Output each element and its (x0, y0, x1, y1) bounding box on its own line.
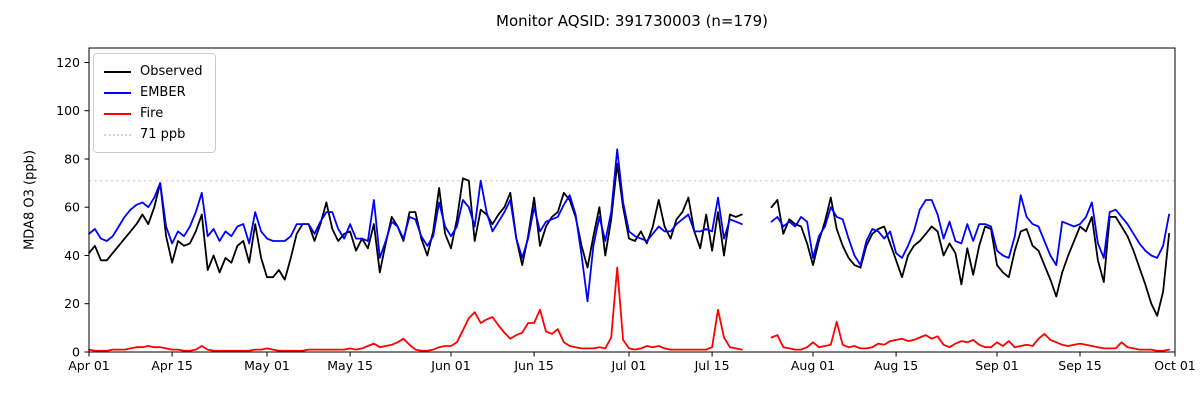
fire-line-sample (104, 112, 131, 115)
legend-label: 71 ppb (140, 127, 186, 142)
x-tick-label: Jun 01 (430, 358, 470, 373)
legend-item-ember: EMBER (104, 82, 203, 103)
ember-line-sample (104, 91, 131, 94)
legend: Observed EMBER Fire 71 ppb (93, 53, 216, 153)
legend-label: Observed (140, 64, 203, 79)
legend-label: EMBER (140, 85, 186, 100)
x-tick-label: Aug 15 (874, 358, 918, 373)
axes-frame (88, 47, 1176, 353)
fire-line (88, 266, 1170, 352)
y-tick-label: 120 (56, 55, 80, 70)
y-tick-label: 80 (64, 152, 80, 167)
chart-title: Monitor AQSID: 391730003 (n=179) (496, 12, 768, 30)
y-tick-label: 20 (64, 296, 80, 311)
y-tick-label: 40 (64, 248, 80, 263)
x-tick-label: Jul 01 (611, 358, 647, 373)
threshold-line-sample (104, 133, 131, 136)
legend-label: Fire (140, 106, 164, 121)
y-tick-label: 0 (72, 345, 80, 360)
x-tick-label: May 01 (244, 358, 290, 373)
observed-line (88, 162, 1170, 317)
x-tick-label: Apr 15 (151, 358, 193, 373)
x-tick-label: May 15 (327, 358, 373, 373)
x-tick-label: Aug 01 (791, 358, 835, 373)
y-tick-label: 100 (56, 103, 80, 118)
x-tick-label: Sep 01 (975, 358, 1018, 373)
legend-item-threshold: 71 ppb (104, 124, 203, 145)
x-tick-label: Apr 01 (68, 358, 110, 373)
observed-line-sample (104, 70, 131, 73)
legend-item-observed: Observed (104, 61, 203, 82)
ember-line (88, 148, 1170, 303)
legend-item-fire: Fire (104, 103, 203, 124)
x-tick-label: Jun 15 (513, 358, 553, 373)
y-tick-label: 60 (64, 200, 80, 215)
x-tick-label: Sep 15 (1058, 358, 1101, 373)
x-tick-label: Oct 01 (1154, 358, 1196, 373)
x-tick-label: Jul 15 (694, 358, 730, 373)
